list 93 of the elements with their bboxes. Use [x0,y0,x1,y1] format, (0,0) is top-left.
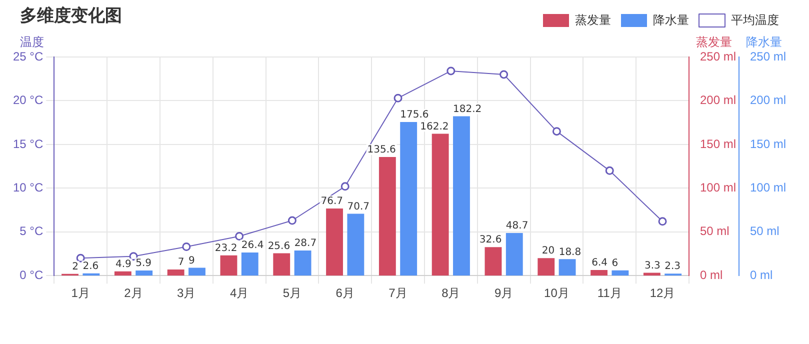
bar [400,122,418,276]
y3-tick-label: 150 ml [750,136,786,151]
data-label: 76.7 [320,196,343,208]
y3-tick-label: 250 ml [750,49,786,64]
point [76,254,85,262]
y3-tick-label: 100 ml [750,180,786,194]
y3-axis-title: 降水量 [746,35,782,50]
data-label: 2 [72,261,78,272]
point [605,166,614,175]
data-label: 3.3 [644,260,660,272]
bar [294,250,312,276]
bar [347,214,364,276]
point [658,217,667,226]
x-tick-label: 11月 [597,286,622,300]
y2-axis-title: 蒸发量 [696,35,732,50]
y-tick-label: 15 °C [12,136,44,151]
bar [114,271,132,276]
data-label: 6.4 [592,258,608,269]
bar [378,157,396,276]
bar [506,233,523,276]
y2-tick-label: 0 ml [700,268,723,282]
data-label: 48.7 [506,220,528,232]
x-tick-label: 1月 [71,286,90,300]
y-tick-label: 10 °C [12,180,44,194]
x-tick-label: 6月 [336,286,354,300]
legend-label: 降水量 [653,12,689,27]
x-tick-label: 4月 [230,286,249,300]
bar [136,270,153,276]
x-tick-label: 5月 [282,286,302,300]
data-label: 4.9 [115,258,132,270]
bar [590,270,608,276]
data-label: 23.2 [214,242,238,254]
y3-tick-label: 0 ml [750,268,773,282]
y2-tick-label: 200 ml [700,93,736,108]
data-label: 182.2 [453,104,482,115]
data-label: 162.2 [420,121,449,132]
point [446,66,456,76]
legend-label: 蒸发量 [575,12,611,27]
x-tick-label: 12月 [650,286,676,300]
bar [188,268,206,276]
bar [241,252,258,276]
data-label: 25.6 [268,240,290,252]
data-label: 2.3 [664,261,681,272]
point [340,182,350,191]
point [182,242,191,251]
data-label: 20 [542,246,555,257]
data-label: 5.9 [136,258,152,270]
data-label: 7 [178,257,184,268]
y2-tick-label: 150 ml [700,136,736,151]
point [288,216,296,225]
data-label: 135.6 [367,144,396,156]
y-tick-label: 5 °C [20,224,44,238]
bar [273,253,290,276]
chart-title: 多维度变化图 [20,5,122,27]
y-tick-label: 20 °C [12,93,44,108]
data-label: 28.7 [294,238,317,250]
point [500,70,508,79]
y3-tick-label: 50 ml [750,224,780,238]
x-tick-label: 7月 [388,286,408,300]
y2-tick-label: 250 ml [700,49,736,64]
y2-tick-label: 50 ml [700,224,730,238]
data-label: 18.8 [558,246,582,258]
data-label: 175.6 [400,110,429,121]
bar [432,134,449,276]
data-label: 9 [188,255,195,266]
x-tick-label: 10月 [544,286,570,300]
x-tick-label: 9月 [494,286,514,300]
bar [484,247,502,276]
x-tick-label: 8月 [442,286,460,300]
y-axis-title: 温度 [20,35,44,50]
x-tick-label: 3月 [177,286,196,300]
data-label: 26.4 [241,240,264,252]
point [235,232,244,240]
data-label: 2.6 [82,260,99,272]
point [552,127,561,136]
y-tick-label: 0 °C [20,268,44,282]
y3-tick-label: 200 ml [750,93,786,108]
bar [612,270,629,276]
bar [326,208,343,276]
point [394,94,402,102]
x-tick-label: 2月 [124,286,143,300]
data-label: 70.7 [347,201,370,212]
y-tick-label: 25 °C [12,49,44,64]
bar [167,269,184,276]
data-label: 6 [612,258,618,269]
bar [558,259,576,276]
data-label: 32.6 [479,234,502,246]
bar [538,258,555,276]
bar [643,272,660,276]
legend-label: 平均温度 [731,12,779,27]
y2-tick-label: 100 ml [700,180,736,194]
bar [220,255,238,276]
bar [453,116,470,276]
